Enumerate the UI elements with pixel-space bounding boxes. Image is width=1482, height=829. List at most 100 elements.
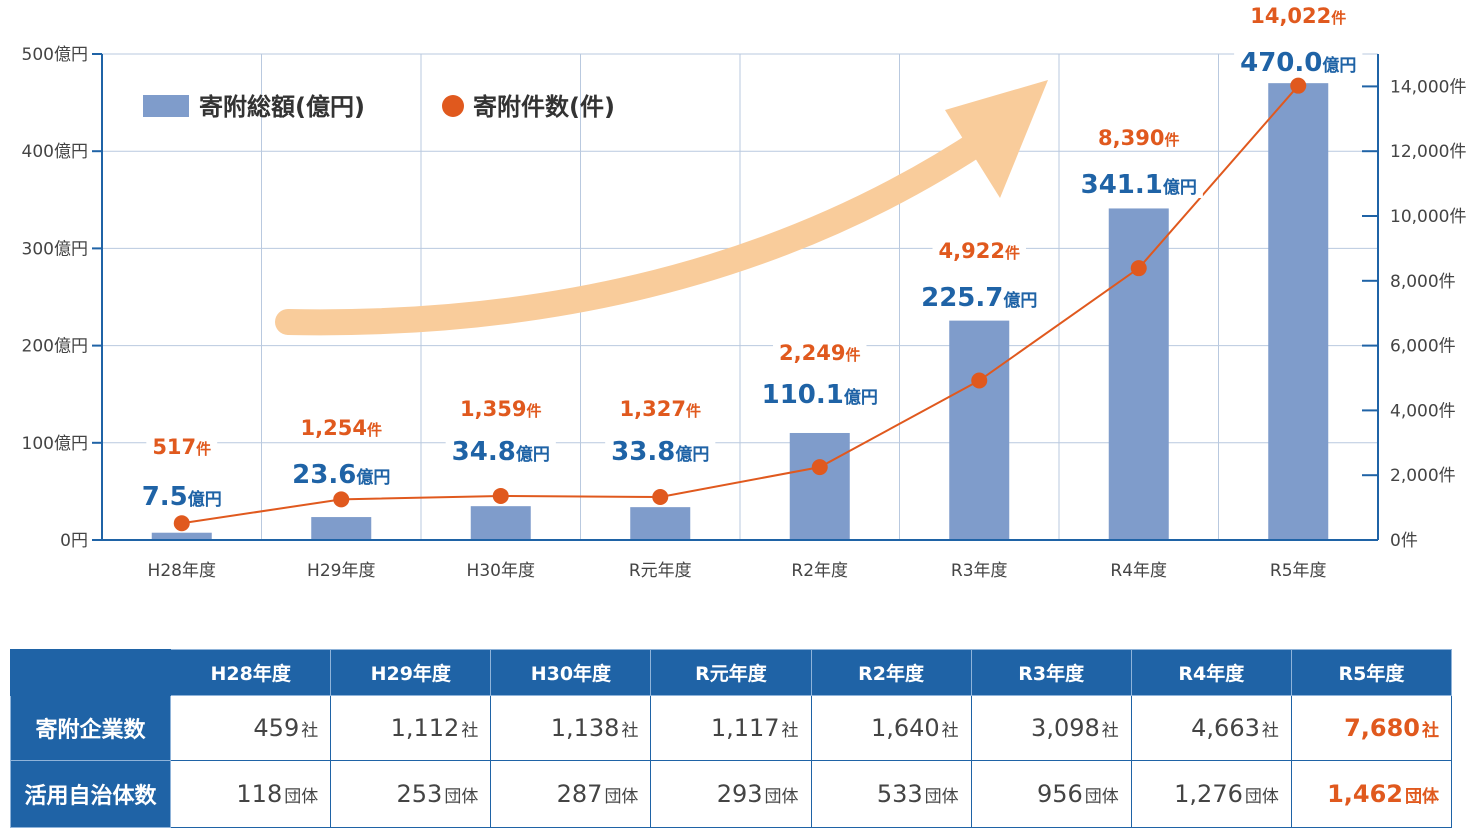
table-cell-value: 459 [253, 714, 300, 742]
left-axis-tick-label: 500億円 [22, 45, 88, 65]
count-label-text: 14,022件 [1250, 4, 1346, 28]
table-cell: 1,138 社 [490, 695, 652, 761]
bar-label-unit: 億円 [844, 387, 878, 408]
line-point [333, 491, 350, 508]
count-label: 1,359件 [454, 397, 548, 421]
axes: 0円 100億円 200億円 300億円 400億円 500億円 0件 2,000件 4,000… [22, 45, 1467, 581]
table-cell: 3,098 社 [970, 695, 1132, 761]
table-cell-value: 118 [236, 780, 283, 808]
x-axis-tick-label: R3年度 [951, 561, 1008, 581]
label-bg [1074, 172, 1203, 198]
table-cell-value: 1,462 [1327, 780, 1403, 808]
table-cell: 533 団体 [810, 760, 972, 828]
table-cell-value: 1,117 [710, 714, 780, 742]
count-label-value: 8,390 [1098, 126, 1164, 150]
table-cell-unit: 団体 [764, 787, 799, 807]
line-point [1130, 260, 1147, 277]
x-axis-tick-label: H30年度 [467, 561, 535, 581]
count-label: 2,249件 [773, 341, 867, 365]
label-bg [135, 484, 228, 510]
table-cell-value: 4,663 [1191, 714, 1260, 742]
label-bg [605, 439, 716, 465]
grid-lines [102, 53, 1378, 540]
label-bg [773, 343, 867, 363]
bar [151, 532, 212, 540]
left-axis-tick-label: 0円 [60, 531, 88, 551]
count-label-unit: 件 [367, 421, 382, 439]
bar-label-text: 7.5億円 [142, 482, 222, 512]
table-column-header: H30年度 [490, 649, 652, 696]
table-cell: 253 団体 [330, 760, 492, 828]
table-column-header: H28年度 [170, 649, 332, 696]
left-axis-tick-label: 100億円 [22, 434, 88, 454]
bar-series [151, 83, 1329, 540]
bar-label-unit: 億円 [516, 444, 550, 465]
bar-label-unit: 億円 [356, 467, 390, 488]
label-bg [932, 241, 1026, 261]
table-cell: 1,462 団体 [1290, 760, 1453, 828]
bar-label-unit: 億円 [1322, 55, 1356, 76]
table-column-header: R5年度 [1290, 649, 1453, 696]
table-cell: 956 団体 [970, 760, 1132, 828]
right-axis-tick-label: 14,000件 [1390, 77, 1466, 97]
table-cell-unit: 社 [1101, 721, 1119, 741]
table-cell-unit: 社 [1422, 721, 1439, 741]
count-label-value: 14,022 [1250, 4, 1331, 28]
legend-swatch-bar [143, 95, 189, 117]
bar-label-text: 110.1億円 [762, 380, 878, 410]
table-cell-value: 1,138 [550, 714, 620, 742]
table-cell: 4,663 社 [1130, 695, 1292, 761]
table-cell-unit: 団体 [1084, 787, 1119, 807]
table-cell-value: 1,640 [870, 714, 940, 742]
table-column-header: R3年度 [970, 649, 1132, 696]
data-labels: 517件7.5億円1,254件23.6億円1,359件34.8億円1,327件3… [135, 4, 1363, 512]
legend: 寄附総額(億円) 寄附件数(件) [143, 93, 615, 121]
count-label: 517件 [146, 435, 218, 459]
table-cell-unit: 社 [941, 721, 959, 741]
table-cell: 118 団体 [170, 760, 332, 828]
x-axis-tick-label: H29年度 [307, 561, 375, 581]
count-label-text: 1,327件 [620, 397, 701, 421]
bar-label-unit: 億円 [188, 489, 222, 510]
table-cell: 1,112 社 [330, 695, 492, 761]
table-row: 寄附企業数 459 社 1,112 社 1,138 社 1,117 社 1,640 社 3,098 社 4… [9, 695, 1453, 761]
bar-label-unit: 億円 [1003, 290, 1037, 311]
table-cell-unit: 社 [1261, 721, 1279, 741]
count-label: 1,327件 [613, 397, 707, 421]
bar [789, 432, 850, 540]
count-label-value: 1,254 [301, 416, 367, 440]
bar [1268, 83, 1329, 540]
x-axis-tick-label: R2年度 [791, 561, 848, 581]
bar [949, 320, 1010, 540]
label-bg [915, 285, 1044, 311]
right-axis-tick-label: 4,000件 [1390, 401, 1456, 421]
line-path [181, 85, 1300, 525]
table-cell: 1,276 団体 [1130, 760, 1292, 828]
count-label-value: 4,922 [939, 239, 1005, 263]
table-cell: 7,680 社 [1290, 695, 1453, 761]
label-bg [146, 437, 218, 457]
table-cell: 287 団体 [490, 760, 652, 828]
count-label-text: 1,359件 [460, 397, 541, 421]
line-point [173, 515, 190, 532]
table-cell-value: 956 [1036, 780, 1083, 808]
table-cell: 293 団体 [650, 760, 812, 828]
bar-label-value: 225.7 [921, 283, 1003, 313]
table-cell: 1,117 社 [650, 695, 812, 761]
line-point [971, 372, 988, 389]
count-label-unit: 件 [1005, 244, 1020, 262]
table-cell-unit: 団体 [1405, 787, 1439, 807]
table-cell: 459 社 [170, 695, 332, 761]
bar-label-value: 341.1 [1081, 170, 1163, 200]
table-column-header: R2年度 [810, 649, 972, 696]
bar-label: 110.1億円 [755, 380, 884, 410]
bar-label: 34.8億円 [445, 437, 556, 467]
bar-label-unit: 億円 [675, 444, 709, 465]
legend-label-bar: 寄附総額(億円) [199, 93, 365, 121]
x-axis-tick-label: R5年度 [1270, 561, 1327, 581]
bar-label: 470.0億円 [1234, 48, 1363, 78]
table-row: 活用自治体数 118 団体 253 団体 287 団体 293 団体 533 団体 956 団体 1,27… [9, 760, 1453, 828]
count-label-unit: 件 [686, 402, 701, 420]
bar-label-text: 34.8億円 [452, 437, 550, 467]
table-header-row: H28年度 H29年度 H30年度 R元年度 R2年度 R3年度 R4年度 R5年度 [9, 649, 1453, 696]
